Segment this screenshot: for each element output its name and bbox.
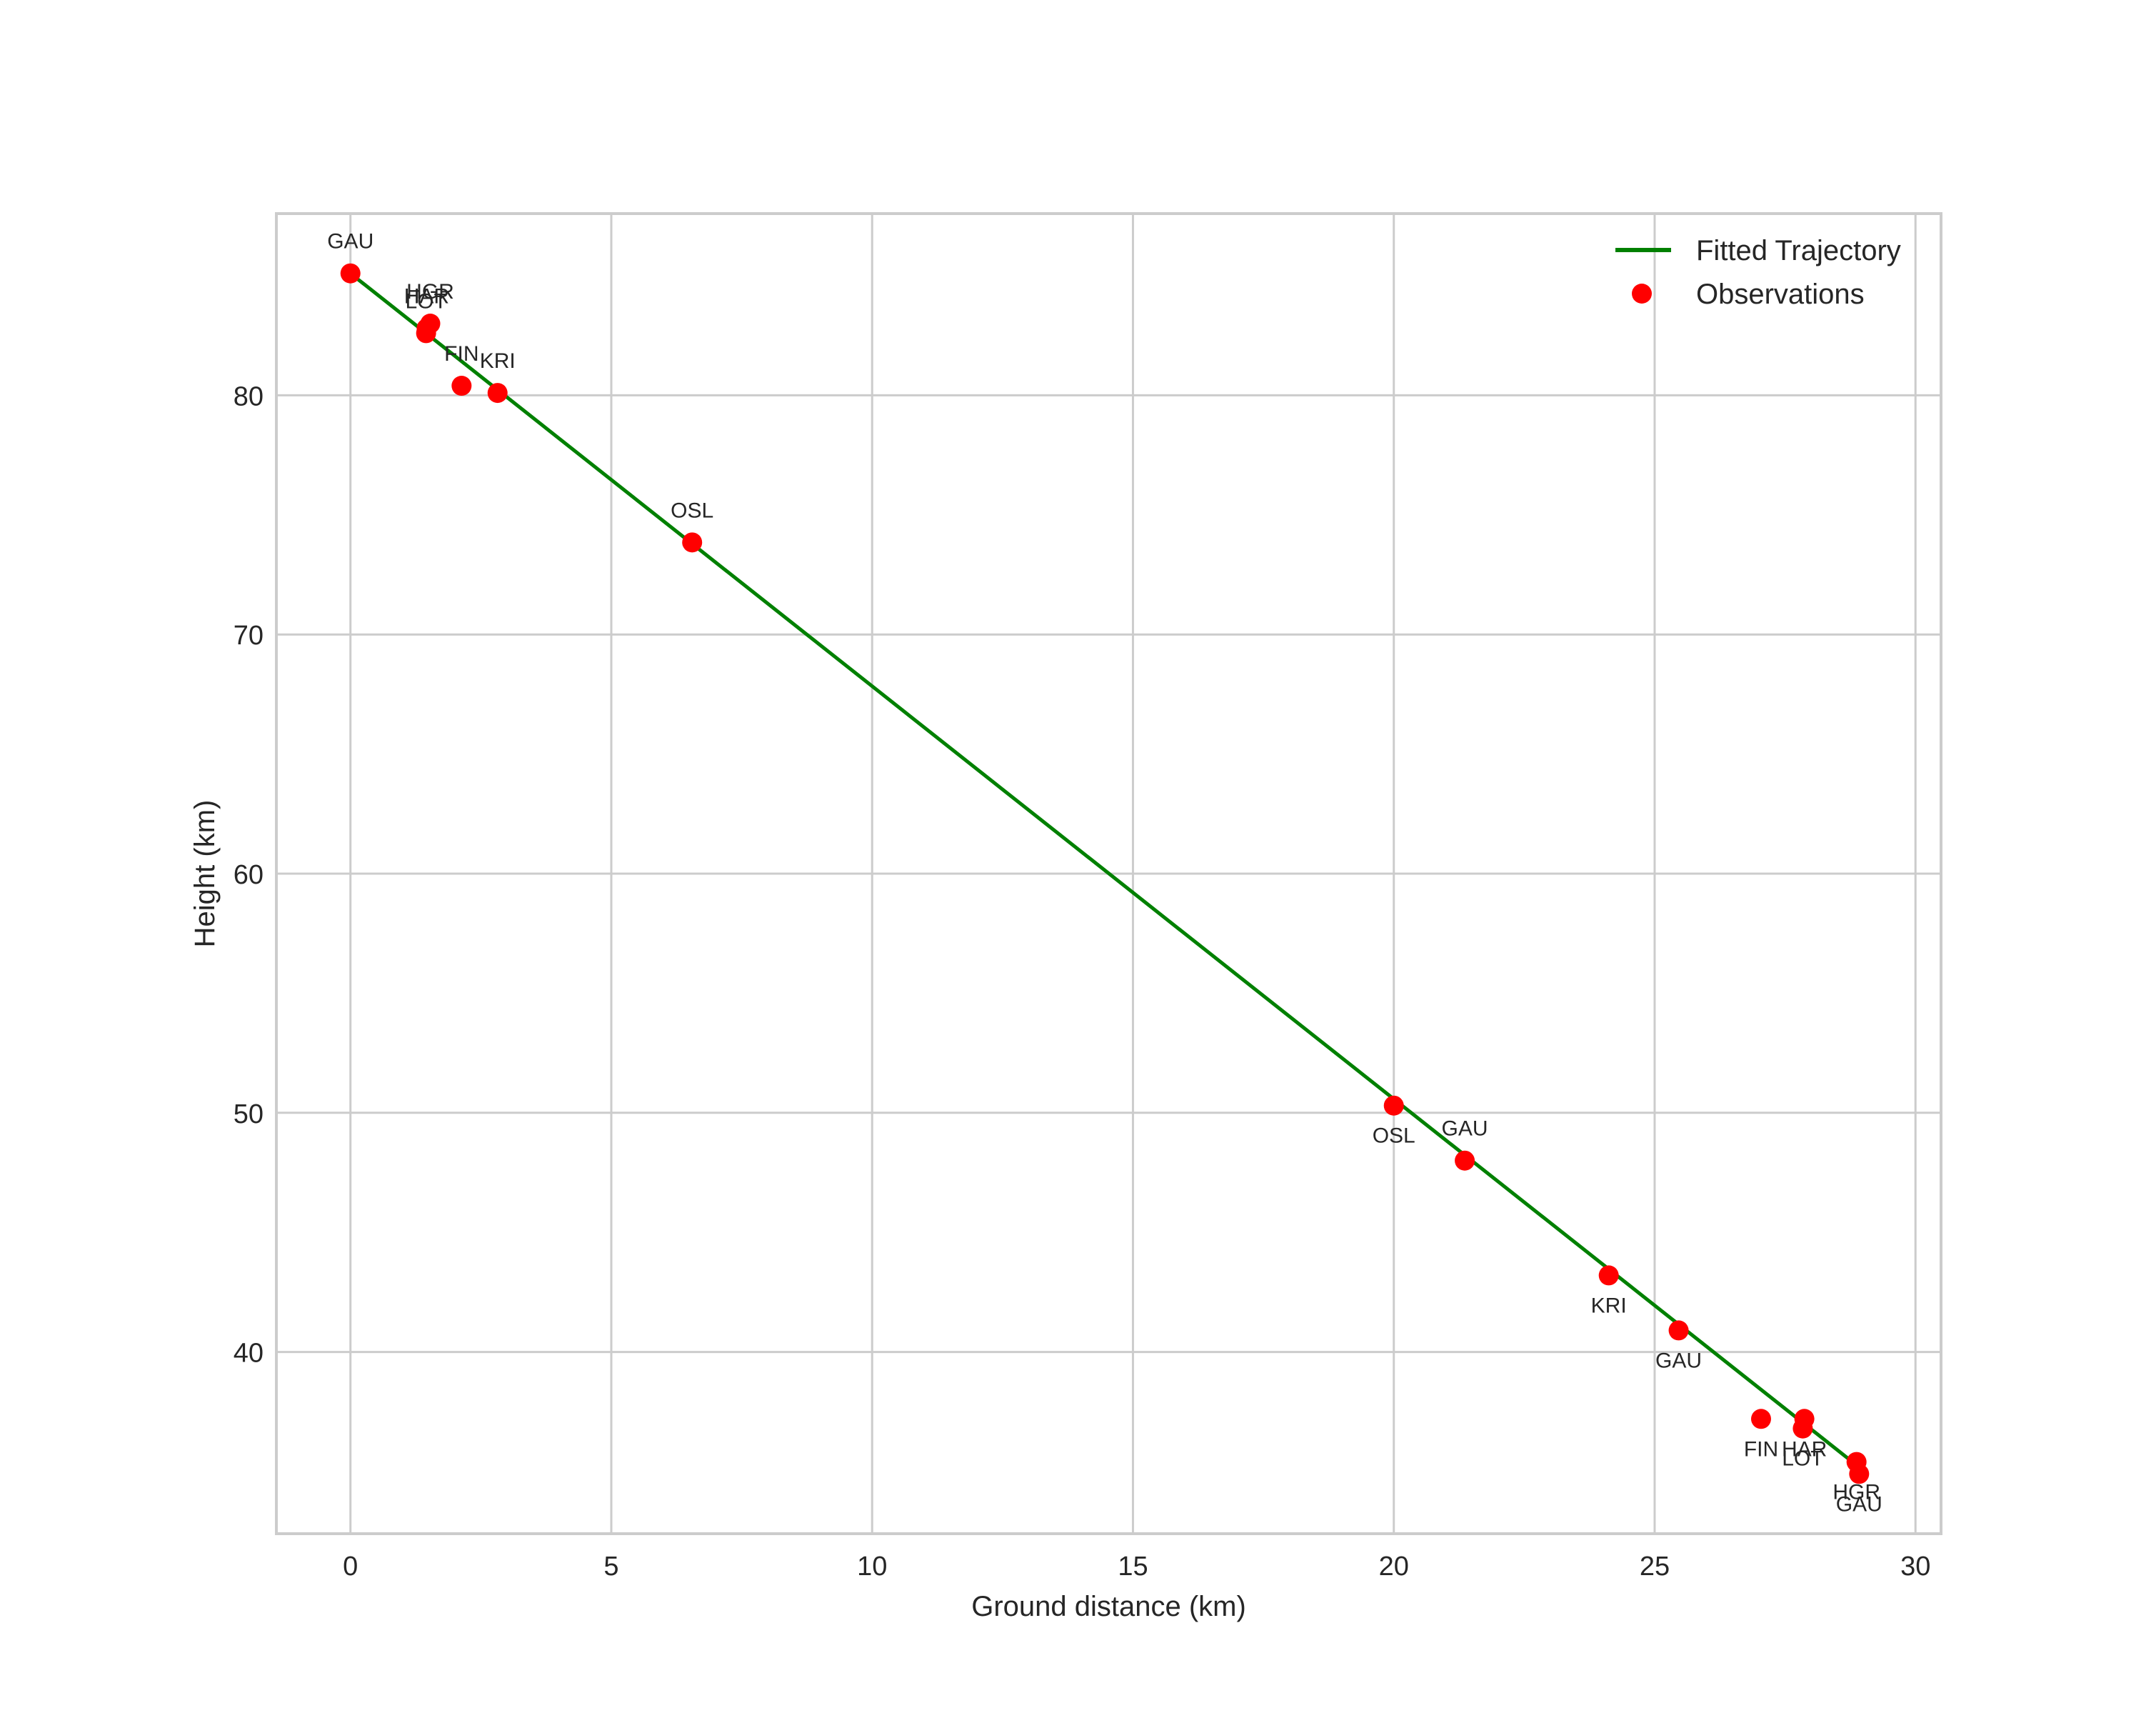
station-label: FIN bbox=[444, 342, 478, 366]
plot-frame bbox=[275, 212, 1942, 1535]
x-tick-label: 25 bbox=[1640, 1552, 1670, 1582]
fitted-trajectory-line bbox=[349, 271, 1857, 1466]
x-tick-label: 10 bbox=[857, 1552, 887, 1582]
observation-point bbox=[1455, 1150, 1475, 1171]
observation-point bbox=[1793, 1418, 1813, 1439]
y-tick-label: 50 bbox=[234, 1099, 264, 1129]
y-axis-label: Height (km) bbox=[189, 800, 221, 948]
x-axis-label: Ground distance (km) bbox=[971, 1591, 1246, 1622]
y-axis-ticks: 40 50 60 70 80 bbox=[234, 381, 264, 1368]
observation-point bbox=[1750, 1409, 1771, 1429]
legend-label-observations: Observations bbox=[1696, 279, 1865, 310]
observation-point bbox=[416, 323, 436, 344]
station-label: OSL bbox=[671, 499, 713, 522]
observation-point bbox=[451, 376, 472, 396]
x-tick-label: 5 bbox=[603, 1552, 618, 1582]
observation-point bbox=[1668, 1320, 1689, 1341]
station-label: GAU bbox=[1442, 1117, 1488, 1141]
y-tick-label: 60 bbox=[234, 860, 264, 890]
observation-points bbox=[340, 263, 1870, 1484]
y-tick-label: 40 bbox=[234, 1339, 264, 1369]
station-label: GAU bbox=[1655, 1349, 1702, 1372]
station-label: HAR bbox=[1782, 1437, 1827, 1461]
x-tick-label: 15 bbox=[1118, 1552, 1148, 1582]
x-tick-label: 0 bbox=[343, 1552, 358, 1582]
x-axis-ticks: 0 5 10 15 20 25 30 bbox=[343, 1552, 1930, 1582]
observation-point bbox=[1598, 1265, 1619, 1286]
observation-point bbox=[1849, 1464, 1870, 1484]
station-label: HGR bbox=[406, 280, 454, 304]
station-label: FIN bbox=[1744, 1437, 1778, 1461]
grid-lines bbox=[276, 214, 1941, 1534]
x-tick-label: 30 bbox=[1900, 1552, 1930, 1582]
station-label: HGR bbox=[1832, 1481, 1880, 1504]
station-label: GAU bbox=[1836, 1492, 1882, 1516]
station-label: KRI bbox=[1591, 1294, 1627, 1317]
legend-dot-icon bbox=[1632, 284, 1652, 304]
x-tick-label: 20 bbox=[1379, 1552, 1409, 1582]
legend: Fitted Trajectory Observations bbox=[1615, 235, 1901, 310]
trajectory-line bbox=[349, 271, 1857, 1466]
y-tick-label: 80 bbox=[234, 381, 264, 411]
station-label: OSL bbox=[1373, 1124, 1415, 1148]
station-label: KRI bbox=[480, 349, 516, 373]
station-label: HAR bbox=[404, 285, 449, 309]
observation-point bbox=[340, 263, 361, 284]
station-label: LOT bbox=[1782, 1447, 1823, 1471]
y-tick-label: 70 bbox=[234, 621, 264, 651]
legend-label-fitted-trajectory: Fitted Trajectory bbox=[1696, 235, 1901, 266]
observation-point bbox=[682, 532, 703, 553]
observation-point bbox=[487, 383, 508, 404]
observation-point bbox=[1383, 1095, 1404, 1116]
station-label: LOT bbox=[405, 289, 446, 313]
station-label: GAU bbox=[327, 230, 373, 254]
